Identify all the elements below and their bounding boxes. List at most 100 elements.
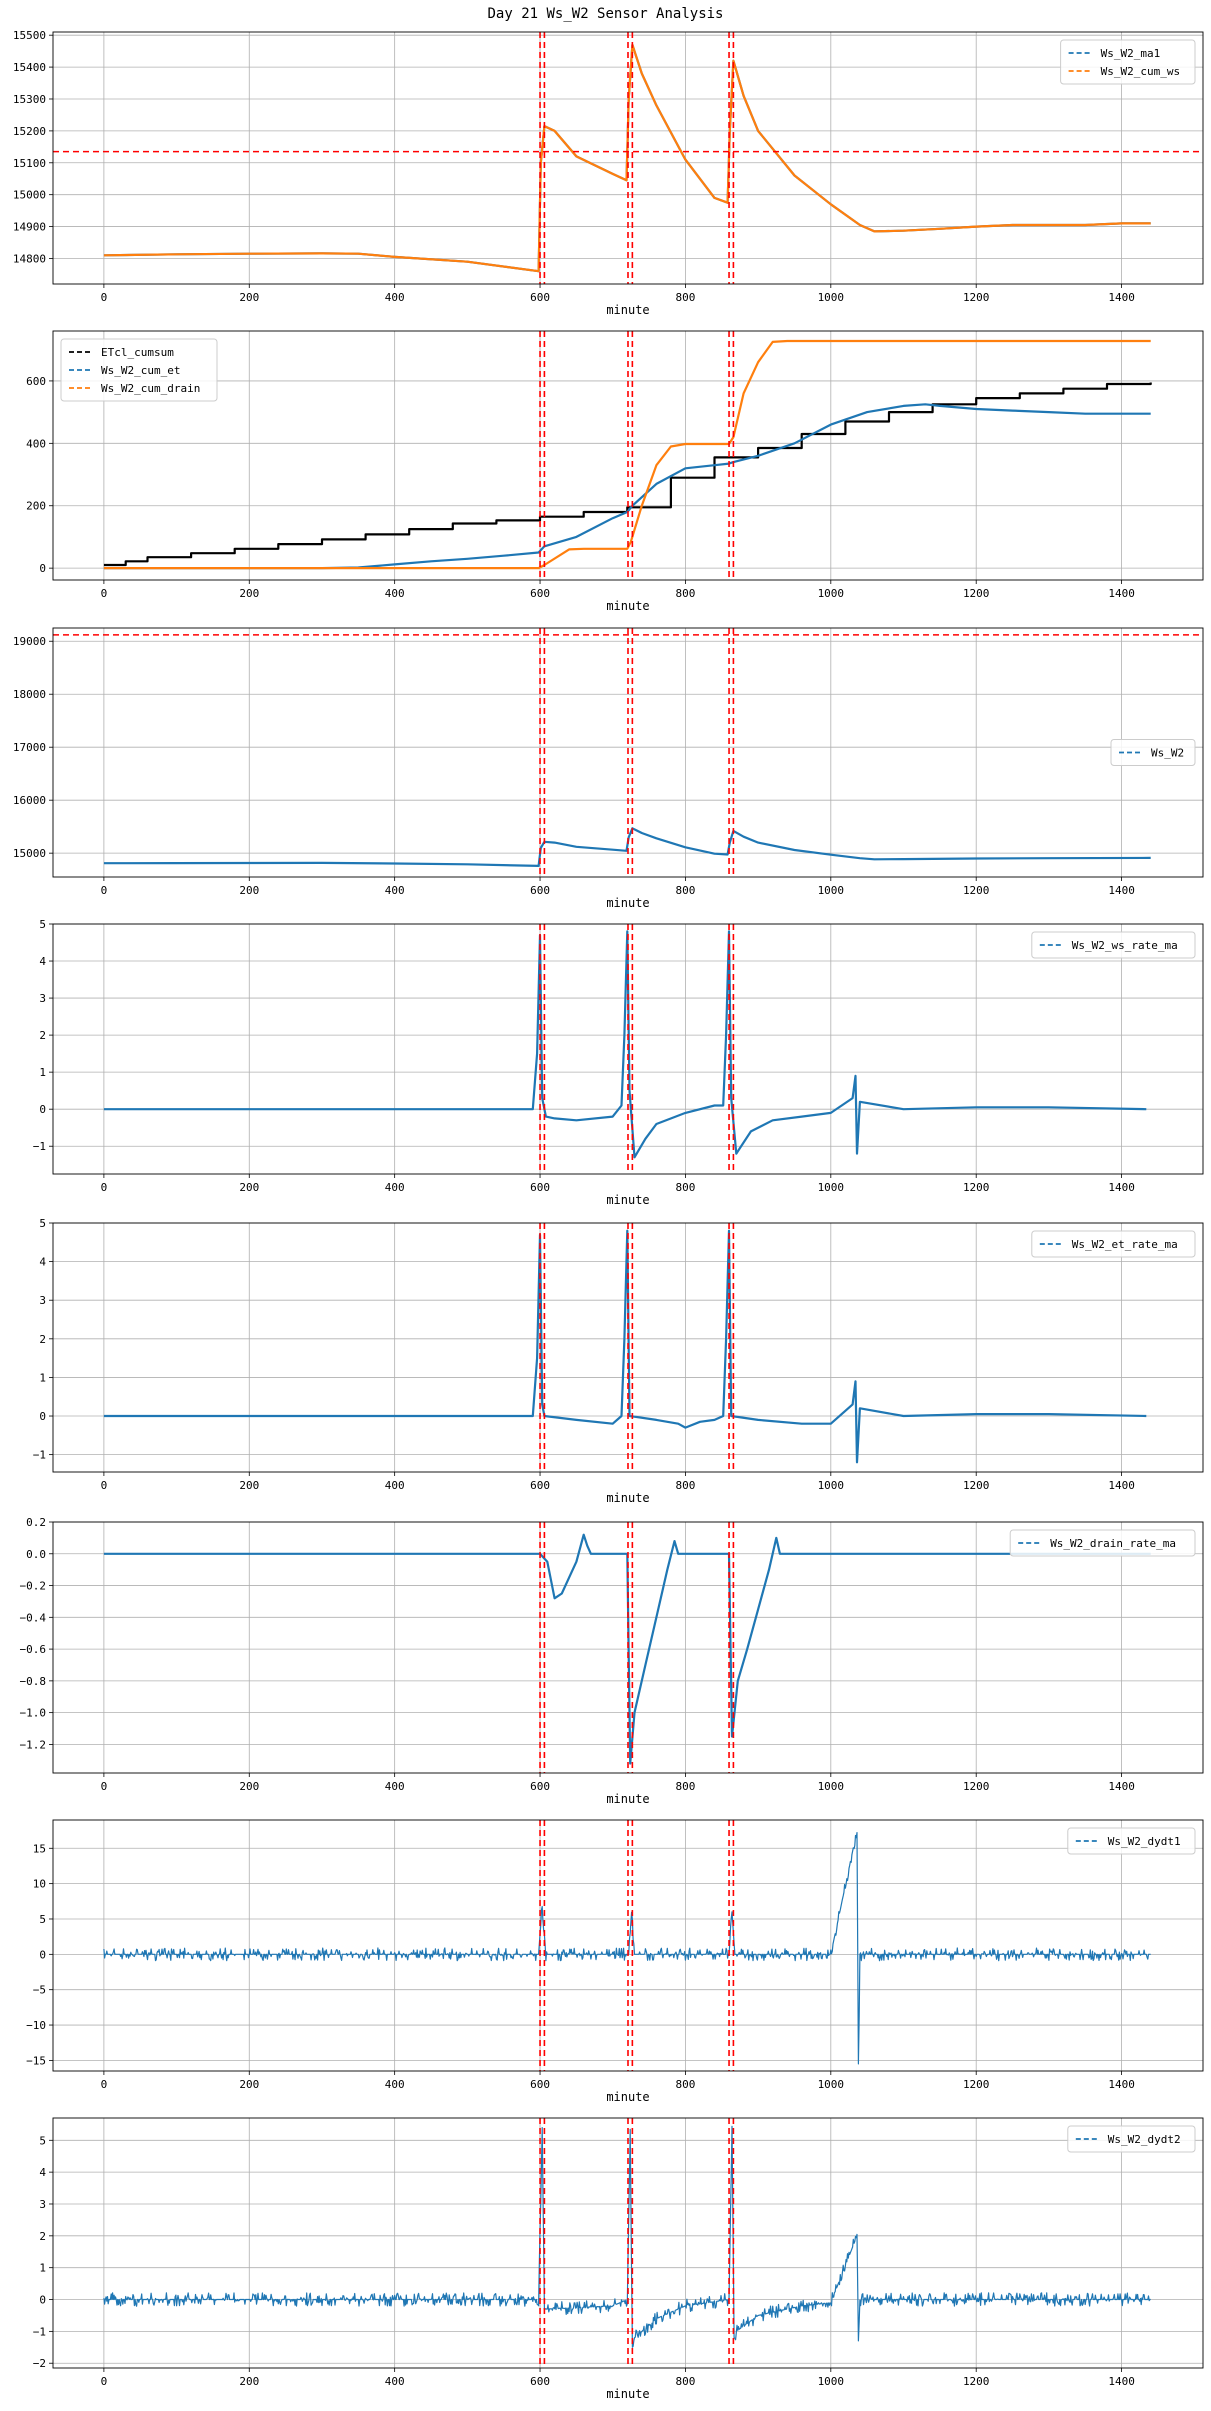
x-tick-label: 0 <box>101 1479 108 1492</box>
x-tick-label: 1000 <box>818 291 845 304</box>
y-tick-label: 4 <box>39 1256 46 1269</box>
y-tick-label: −15 <box>26 2054 46 2067</box>
legend-label: Ws_W2 <box>1151 747 1184 760</box>
x-tick-label: 200 <box>239 1780 259 1793</box>
legend-box <box>1067 1827 1196 1855</box>
y-tick-label: 5 <box>39 918 46 931</box>
x-tick-label: 600 <box>530 1780 550 1793</box>
x-tick-label: 800 <box>675 1181 695 1194</box>
x-tick-label: 1000 <box>818 1479 845 1492</box>
axes-frame <box>52 1819 1204 2072</box>
y-tick-label: 15200 <box>13 125 46 138</box>
x-tick-label: 1400 <box>1108 2375 1135 2388</box>
y-tick-label: 16000 <box>13 794 46 807</box>
legend: Ws_W2_ws_rate_ma <box>1031 931 1196 959</box>
x-tick-label: 600 <box>530 2375 550 2388</box>
legend-label: Ws_W2_et_rate_ma <box>1072 1238 1178 1251</box>
x-tick-label: 0 <box>101 587 108 600</box>
axes-frame <box>52 330 1204 581</box>
x-tick-label: 1200 <box>963 2375 990 2388</box>
y-tick-label: 14800 <box>13 252 46 265</box>
x-tick-label: 1400 <box>1108 587 1135 600</box>
y-tick-label: 18000 <box>13 688 46 701</box>
y-tick-label: 3 <box>39 2198 46 2211</box>
chart-panel-4: 0 200 400 600 800 1000 1200 1400 −1 0 1 2 3 4 5 minute W… <box>33 918 1204 1207</box>
x-tick-label: 200 <box>239 1479 259 1492</box>
x-tick-label: 200 <box>239 291 259 304</box>
x-tick-label: 400 <box>385 2375 405 2388</box>
plot-area <box>103 2118 1151 2368</box>
x-tick-label: 1200 <box>963 2078 990 2091</box>
y-tick-label: 0 <box>39 562 46 575</box>
x-tick-label: 400 <box>385 587 405 600</box>
x-tick-label: 1200 <box>963 884 990 897</box>
legend: Ws_W2 <box>1110 739 1196 766</box>
axes-frame <box>52 1222 1204 1473</box>
x-tick-label: 400 <box>385 1479 405 1492</box>
x-tick-label: 200 <box>239 1181 259 1194</box>
y-tick-label: 0.0 <box>26 1548 46 1561</box>
x-tick-label: 600 <box>530 587 550 600</box>
x-tick-label: 1000 <box>818 1780 845 1793</box>
x-tick-label: 600 <box>530 1181 550 1194</box>
chart-panel-8: 0 200 400 600 800 1000 1200 1400 −2 −1 0 1 2 3 4 5 minut… <box>33 2117 1204 2401</box>
x-tick-label: 800 <box>675 1780 695 1793</box>
chart-panel-3: 0 200 400 600 800 1000 1200 1400 15000 16000 17000… <box>13 627 1204 910</box>
y-tick-label: 0 <box>39 2294 46 2307</box>
x-tick-label: 1400 <box>1108 884 1135 897</box>
y-tick-label: 3 <box>39 1294 46 1307</box>
legend-label: Ws_W2_ma1 <box>1101 47 1161 60</box>
y-tick-label: 3 <box>39 992 46 1005</box>
x-tick-label: 1000 <box>818 1181 845 1194</box>
x-tick-label: 0 <box>101 2375 108 2388</box>
plot-area <box>103 1522 1151 1773</box>
y-tick-label: 15 <box>33 1842 46 1855</box>
y-tick-label: −0.6 <box>20 1643 47 1656</box>
y-tick-label: 5 <box>39 2134 46 2147</box>
x-tick-label: 600 <box>530 1479 550 1492</box>
legend: Ws_W2_et_rate_ma <box>1031 1230 1196 1258</box>
legend: Ws_W2_drain_rate_ma <box>1009 1529 1196 1557</box>
series-line-Ws_W2_cum_drain <box>103 339 1151 570</box>
legend-box <box>1067 2125 1196 2153</box>
y-tick-label: 15000 <box>13 189 46 202</box>
legend-box <box>1009 1529 1196 1557</box>
legend-label: Ws_W2_dydt1 <box>1108 1835 1181 1848</box>
x-tick-label: 1400 <box>1108 1479 1135 1492</box>
x-tick-label: 1000 <box>818 2375 845 2388</box>
y-tick-label: 600 <box>26 375 46 388</box>
y-tick-label: 14900 <box>13 221 46 234</box>
y-tick-label: 15500 <box>13 29 46 42</box>
y-tick-label: −1 <box>33 1140 46 1153</box>
series-line-Ws_W2_dydt1 <box>103 1832 1151 2065</box>
y-tick-label: −2 <box>33 2357 46 2370</box>
plot-area <box>103 1223 1147 1472</box>
x-tick-label: 400 <box>385 1780 405 1793</box>
legend-box <box>1031 1230 1196 1258</box>
x-tick-label: 0 <box>101 1780 108 1793</box>
axes-frame <box>52 31 1204 285</box>
y-tick-label: 2 <box>39 1029 46 1042</box>
x-tick-label: 400 <box>385 2078 405 2091</box>
plot-area <box>53 628 1203 877</box>
x-tick-label: 600 <box>530 291 550 304</box>
chart-panel-7: 0 200 400 600 800 1000 1200 1400 −15 −10 −5 0 5 10 15 m… <box>26 1819 1204 2104</box>
y-tick-label: −5 <box>33 1984 46 1997</box>
chart-panel-6: 0 200 400 600 800 1000 1200 1400 −1.2 −1.0 −0.8 −0.… <box>20 1516 1204 1806</box>
y-tick-label: 4 <box>39 955 46 968</box>
y-tick-label: 400 <box>26 437 46 450</box>
y-tick-label: −0.4 <box>20 1611 47 1624</box>
y-tick-label: 5 <box>39 1217 46 1230</box>
y-tick-label: 0 <box>39 1410 46 1423</box>
x-tick-label: 1000 <box>818 587 845 600</box>
x-tick-label: 600 <box>530 884 550 897</box>
series-line-Ws_W2_cum_ws <box>103 43 1151 273</box>
y-tick-label: 1 <box>39 2262 46 2275</box>
plot-area <box>103 1820 1151 2071</box>
axes-frame <box>52 627 1204 878</box>
legend-box <box>1031 931 1196 959</box>
y-tick-label: 15300 <box>13 93 46 106</box>
legend-label: Ws_W2_cum_drain <box>101 382 200 395</box>
legend: Ws_W2_dydt2 <box>1067 2125 1196 2153</box>
